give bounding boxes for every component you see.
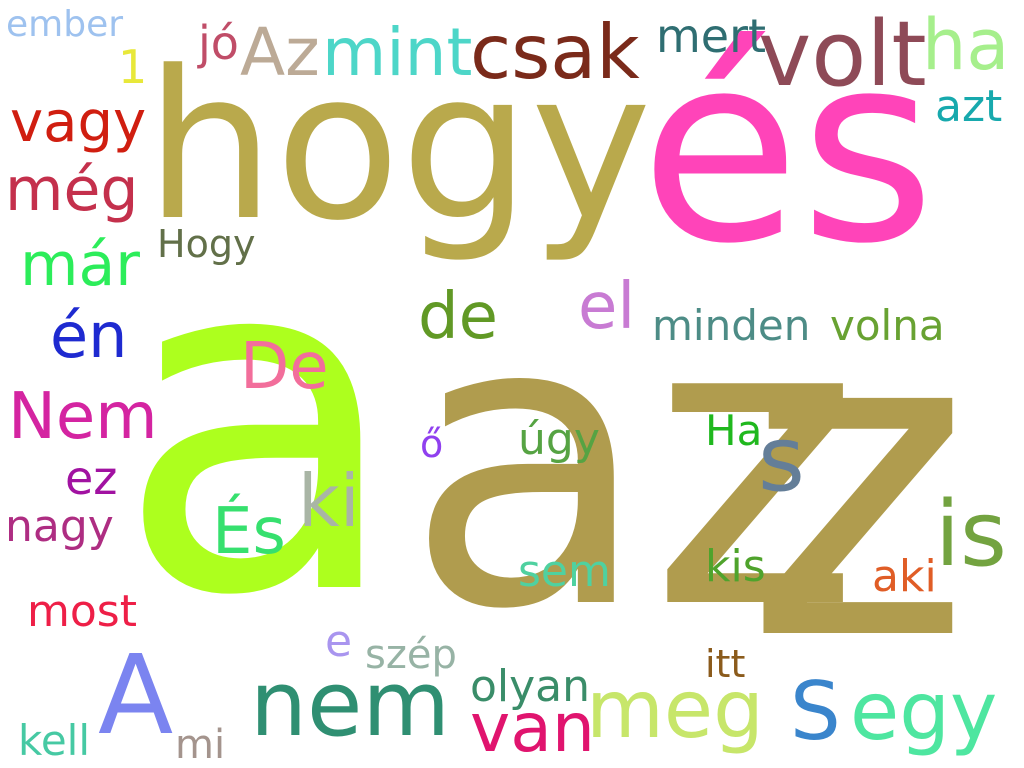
word-S: S — [790, 665, 841, 758]
word-el: el — [578, 270, 636, 344]
word-s: s — [758, 407, 805, 512]
word-mert: mert — [656, 9, 767, 63]
word-a: a — [115, 151, 404, 698]
word-Az: Az — [240, 14, 320, 91]
word-A: A — [98, 631, 174, 759]
word-jo: jó — [198, 16, 239, 70]
word-kis: kis — [705, 541, 766, 592]
word-volna: volna — [830, 301, 945, 350]
word-ki: ki — [298, 459, 360, 543]
word-minden: minden — [652, 301, 811, 350]
word-mi: mi — [175, 722, 226, 768]
word-en: én — [50, 299, 128, 372]
word-nem: nem — [250, 652, 451, 757]
word-sem: sem — [518, 546, 611, 597]
word-csak: csak — [470, 8, 640, 96]
word-hogy: hogy — [145, 28, 652, 266]
word-nagy: nagy — [5, 501, 114, 552]
word-szep: szép — [365, 632, 457, 678]
word-volt: volt — [758, 2, 927, 107]
word-o: ő — [420, 422, 444, 466]
word-is: is — [935, 482, 1007, 587]
word-kell: kell — [18, 716, 91, 765]
word-egy: egy — [850, 665, 998, 758]
word-ha: ha — [922, 4, 1010, 86]
word-meg-accent: még — [5, 155, 139, 225]
word-azt: azt — [935, 81, 1003, 132]
word-Es: És — [212, 495, 286, 569]
word-de: de — [418, 280, 498, 354]
word-olyan: olyan — [470, 661, 591, 712]
word-e: e — [325, 616, 353, 667]
word-1: 1 — [118, 40, 148, 94]
word-Nem: Nem — [8, 380, 158, 454]
word-itt: itt — [705, 642, 746, 686]
word-vagy: vagy — [10, 90, 147, 155]
word-az: az — [405, 232, 861, 697]
word-ez: ez — [65, 451, 118, 505]
word-Hogy: Hogy — [157, 222, 256, 266]
word-Ha: Ha — [705, 406, 763, 455]
word-van: van — [470, 689, 596, 768]
word-De: De — [240, 330, 329, 404]
word-es: és — [640, 0, 936, 301]
word-meg: meg — [586, 663, 764, 756]
word-mint: mint — [322, 14, 473, 91]
word-most: most — [27, 586, 137, 637]
word-ember: ember — [6, 4, 124, 45]
word-z: z — [745, 235, 971, 735]
word-ugy: úgy — [518, 414, 600, 465]
word-aki: aki — [872, 551, 937, 602]
word-mar: már — [20, 230, 140, 300]
